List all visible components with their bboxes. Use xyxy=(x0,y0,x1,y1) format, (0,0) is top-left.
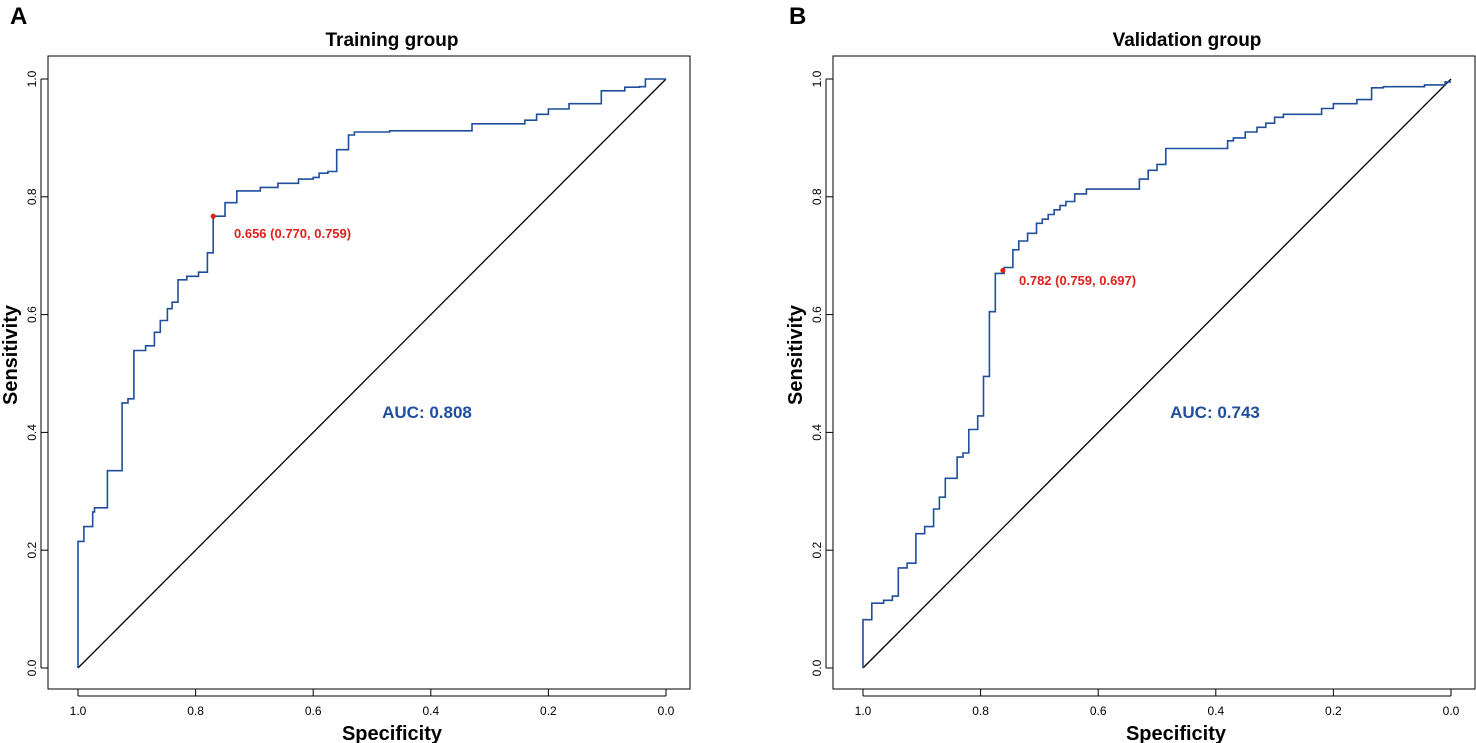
y-axis-training: 0.0 0.2 0.4 0.6 0.8 1.0 xyxy=(25,70,48,676)
x-tick-label: 0.2 xyxy=(1325,704,1342,718)
cutoff-point-validation xyxy=(1000,267,1006,274)
panel-letter-b: B xyxy=(789,3,806,30)
x-axis-label-validation: Specificity xyxy=(1126,723,1227,743)
y-tick-label: 0.6 xyxy=(810,306,824,323)
y-axis-label-training: Sensitivity xyxy=(0,304,22,405)
panel-training: A Training group 1.0 0.8 0.6 0.4 0.2 0.0 0.00… xyxy=(0,3,691,743)
auc-label-validation: AUC: 0.743 xyxy=(1170,403,1260,422)
panel-letter-a: A xyxy=(10,3,27,30)
x-tick-label: 0.6 xyxy=(1090,704,1107,718)
x-tick-label: 0.8 xyxy=(187,704,204,718)
y-tick-label: 1.0 xyxy=(25,70,39,87)
auc-label-training: AUC: 0.808 xyxy=(382,403,472,422)
x-tick-label: 0.4 xyxy=(1207,704,1224,718)
x-tick-label: 0.0 xyxy=(1443,704,1460,718)
x-tick-label: 0.6 xyxy=(305,704,322,718)
x-tick-label: 0.8 xyxy=(972,704,989,718)
y-tick-label: 0.8 xyxy=(25,188,39,205)
y-tick-label: 0.2 xyxy=(810,542,824,559)
chart-title-validation: Validation group xyxy=(1113,30,1262,51)
x-tick-label: 1.0 xyxy=(70,704,87,718)
y-tick-label: 1.0 xyxy=(810,70,824,87)
y-tick-label: 0.6 xyxy=(25,306,39,323)
x-tick-label: 1.0 xyxy=(855,704,872,718)
y-tick-label: 0.0 xyxy=(25,659,39,676)
x-axis-training: 1.0 0.8 0.6 0.4 0.2 0.0 xyxy=(70,689,675,718)
cutoff-point-training xyxy=(210,213,216,219)
x-tick-label: 0.0 xyxy=(658,704,675,718)
plot-frame-training xyxy=(47,55,691,690)
y-tick-label: 0.4 xyxy=(25,424,39,441)
roc-curve-training xyxy=(77,78,666,668)
panel-validation: B Validation group 1.0 0.8 0.6 0.4 0.2 0.0 0.… xyxy=(785,3,1476,743)
reference-diagonal-training xyxy=(77,78,667,669)
y-tick-label: 0.8 xyxy=(810,188,824,205)
x-tick-label: 0.4 xyxy=(422,704,439,718)
reference-diagonal-validation xyxy=(862,78,1452,669)
plot-frame-validation xyxy=(832,55,1476,690)
roc-curve-validation xyxy=(862,81,1451,668)
cutoff-label-validation: 0.782 (0.759, 0.697) xyxy=(1019,273,1136,288)
x-axis-label-training: Specificity xyxy=(342,723,443,743)
cutoff-label-training: 0.656 (0.770, 0.759) xyxy=(234,226,351,241)
chart-title-training: Training group xyxy=(326,30,459,51)
y-tick-label: 0.2 xyxy=(25,542,39,559)
y-axis-validation: 0.0 0.2 0.4 0.6 0.8 1.0 xyxy=(810,70,833,676)
x-axis-validation: 1.0 0.8 0.6 0.4 0.2 0.0 xyxy=(855,689,1460,718)
y-tick-label: 0.0 xyxy=(810,659,824,676)
y-tick-label: 0.4 xyxy=(810,424,824,441)
y-axis-label-validation: Sensitivity xyxy=(785,304,807,405)
x-tick-label: 0.2 xyxy=(540,704,557,718)
